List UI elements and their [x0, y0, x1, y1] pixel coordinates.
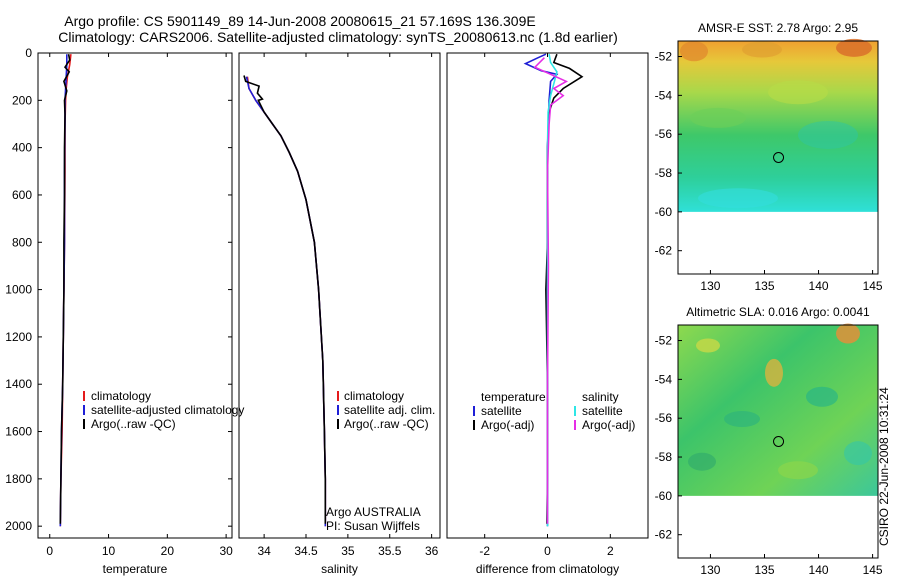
temperature-xtick-label: 0: [46, 544, 53, 558]
sst-map-ytick-label: -54: [655, 88, 673, 102]
sst-map-title: AMSR-E SST: 2.78 Argo: 2.95: [698, 21, 858, 35]
temperature-ytick-label: 400: [12, 141, 32, 155]
salinity-annotation: PI: Susan Wijffels: [326, 519, 420, 533]
sla-map-field-patch: [836, 323, 860, 344]
sla-map-ytick-label: -52: [655, 334, 673, 348]
sla-map-axes-frame: [677, 324, 879, 559]
sla-map-field-patch: [724, 410, 760, 427]
salinity-xtick-label: 35.5: [378, 544, 402, 558]
sst-map-field-patch: [698, 188, 778, 209]
sla-map-panel: Altimetric SLA: 0.016 Argo: 0.0041 130 135…: [655, 305, 883, 577]
sla-map-field-patch: [696, 338, 720, 353]
temperature-ytick-label: 200: [12, 93, 32, 107]
difference-xtick-label: 0: [544, 544, 551, 558]
sst-map-field-patch: [742, 41, 782, 58]
difference-series-sal_argo: [533, 57, 569, 524]
salinity-xtick-label: 35: [341, 544, 355, 558]
temperature-ytick-label: 1800: [5, 472, 32, 486]
difference-legend-temp-label: satellite: [481, 404, 522, 418]
sla-map-field-patch: [688, 452, 716, 471]
sla-map-field-patch: [844, 441, 872, 466]
temperature-xtick-label: 20: [161, 544, 175, 558]
sla-map-ytick-label: -58: [655, 450, 673, 464]
difference-legend-sal-label: satellite: [582, 404, 623, 418]
sst-map-panel: AMSR-E SST: 2.78 Argo: 2.95 130 135 140 145 -…: [655, 21, 883, 293]
sst-map-argo-marker: [773, 152, 785, 163]
sst-map-xtick-label: 145: [863, 279, 883, 293]
temperature-ytick-label: 1200: [5, 330, 32, 344]
difference-panel: -2 0 2 difference from climatology temperatu…: [446, 52, 649, 576]
temperature-ytick-label: 600: [12, 188, 32, 202]
sla-map-field-patch: [806, 386, 838, 407]
temperature-legend-label: Argo(..raw -QC): [91, 417, 176, 431]
side-timestamp: CSIRO 22-Jun-2008 10:31:24: [877, 387, 891, 546]
sst-map-field-patch: [836, 38, 872, 57]
difference-xtick-label: -2: [479, 544, 490, 558]
temperature-ytick-label: 1400: [5, 377, 32, 391]
temperature-ytick-label: 800: [12, 235, 32, 249]
sst-map-xtick-label: 130: [700, 279, 720, 293]
salinity-panel: 34 34.5 35 35.5 36 salinity climatologysatelli…: [238, 52, 441, 576]
sst-map-ytick-label: -52: [655, 50, 673, 64]
temperature-axes-frame: [37, 52, 233, 539]
temperature-xlabel: temperature: [103, 562, 168, 576]
salinity-annotation: Argo AUSTRALIA: [326, 505, 421, 519]
sla-map-field-patch: [778, 461, 818, 480]
salinity-xtick-label: 34: [257, 544, 271, 558]
sst-map-field-patch: [690, 107, 746, 128]
salinity-axes-frame: [238, 52, 441, 539]
temperature-ytick-label: 1600: [5, 425, 32, 439]
sla-map-ytick-label: -56: [655, 411, 673, 425]
sla-map-title: Altimetric SLA: 0.016 Argo: 0.0041: [686, 305, 870, 319]
sla-map-field-patch: [765, 358, 783, 387]
sla-map-xtick-label: 140: [809, 563, 829, 577]
salinity-series-argo: [243, 75, 327, 524]
temperature-legend-label: climatology: [91, 389, 151, 403]
temperature-xtick-label: 30: [219, 544, 233, 558]
difference-legend-temp-header: temperature: [481, 390, 546, 404]
difference-xlabel: difference from climatology: [476, 562, 619, 576]
difference-legend-sal-header: salinity: [582, 390, 619, 404]
sst-map-axes-frame: [677, 40, 879, 275]
temperature-panel: 0 10 20 30 0 200 400 600 800 1000 1200 1400 1600 1800…: [5, 46, 244, 576]
sla-map-ytick-label: -62: [655, 528, 673, 542]
difference-legend-temp-label: Argo(-adj): [481, 418, 534, 432]
difference-legend-sal-label: Argo(-adj): [582, 418, 635, 432]
temperature-series-argo: [59, 54, 71, 524]
sst-map-field-patch: [768, 80, 828, 105]
sst-map-ytick-label: -56: [655, 127, 673, 141]
title-line1: Argo profile: CS 5901149_89 14-Jun-2008 …: [64, 13, 535, 29]
difference-xtick-label: 2: [607, 544, 614, 558]
sla-map-xtick-label: 135: [754, 563, 774, 577]
sst-map-ytick-label: -62: [655, 244, 673, 258]
temperature-ytick-label: 1000: [5, 283, 32, 297]
title-line2: Climatology: CARS2006. Satellite-adjuste…: [58, 29, 618, 45]
sla-map-argo-marker: [773, 436, 785, 447]
temperature-ytick-label: 0: [25, 46, 32, 60]
sst-map-ytick-label: -60: [655, 205, 673, 219]
salinity-xtick-label: 36: [425, 544, 439, 558]
sla-map-ytick-label: -60: [655, 489, 673, 503]
sla-map-ytick-label: -54: [655, 372, 673, 386]
salinity-legend-label: climatology: [344, 389, 404, 403]
salinity-series-climatology: [246, 76, 327, 527]
temperature-legend-label: satellite-adjusted climatology: [91, 403, 244, 417]
salinity-xlabel: salinity: [321, 562, 358, 576]
sst-map-xtick-label: 140: [809, 279, 829, 293]
difference-series-satellite: [523, 53, 559, 527]
temperature-xtick-label: 10: [102, 544, 116, 558]
salinity-xtick-label: 34.5: [294, 544, 318, 558]
salinity-legend-label: Argo(..raw -QC): [344, 417, 429, 431]
sla-map-xtick-label: 145: [863, 563, 883, 577]
temperature-ytick-label: 2000: [5, 519, 32, 533]
difference-series-argo: [545, 53, 584, 524]
sla-map-xtick-label: 130: [700, 563, 720, 577]
sst-map-field-patch: [798, 120, 858, 149]
sst-map-xtick-label: 135: [754, 279, 774, 293]
sst-map-field-patch: [680, 41, 708, 62]
sst-map-ytick-label: -58: [655, 166, 673, 180]
salinity-legend-label: satellite adj. clim.: [344, 403, 435, 417]
